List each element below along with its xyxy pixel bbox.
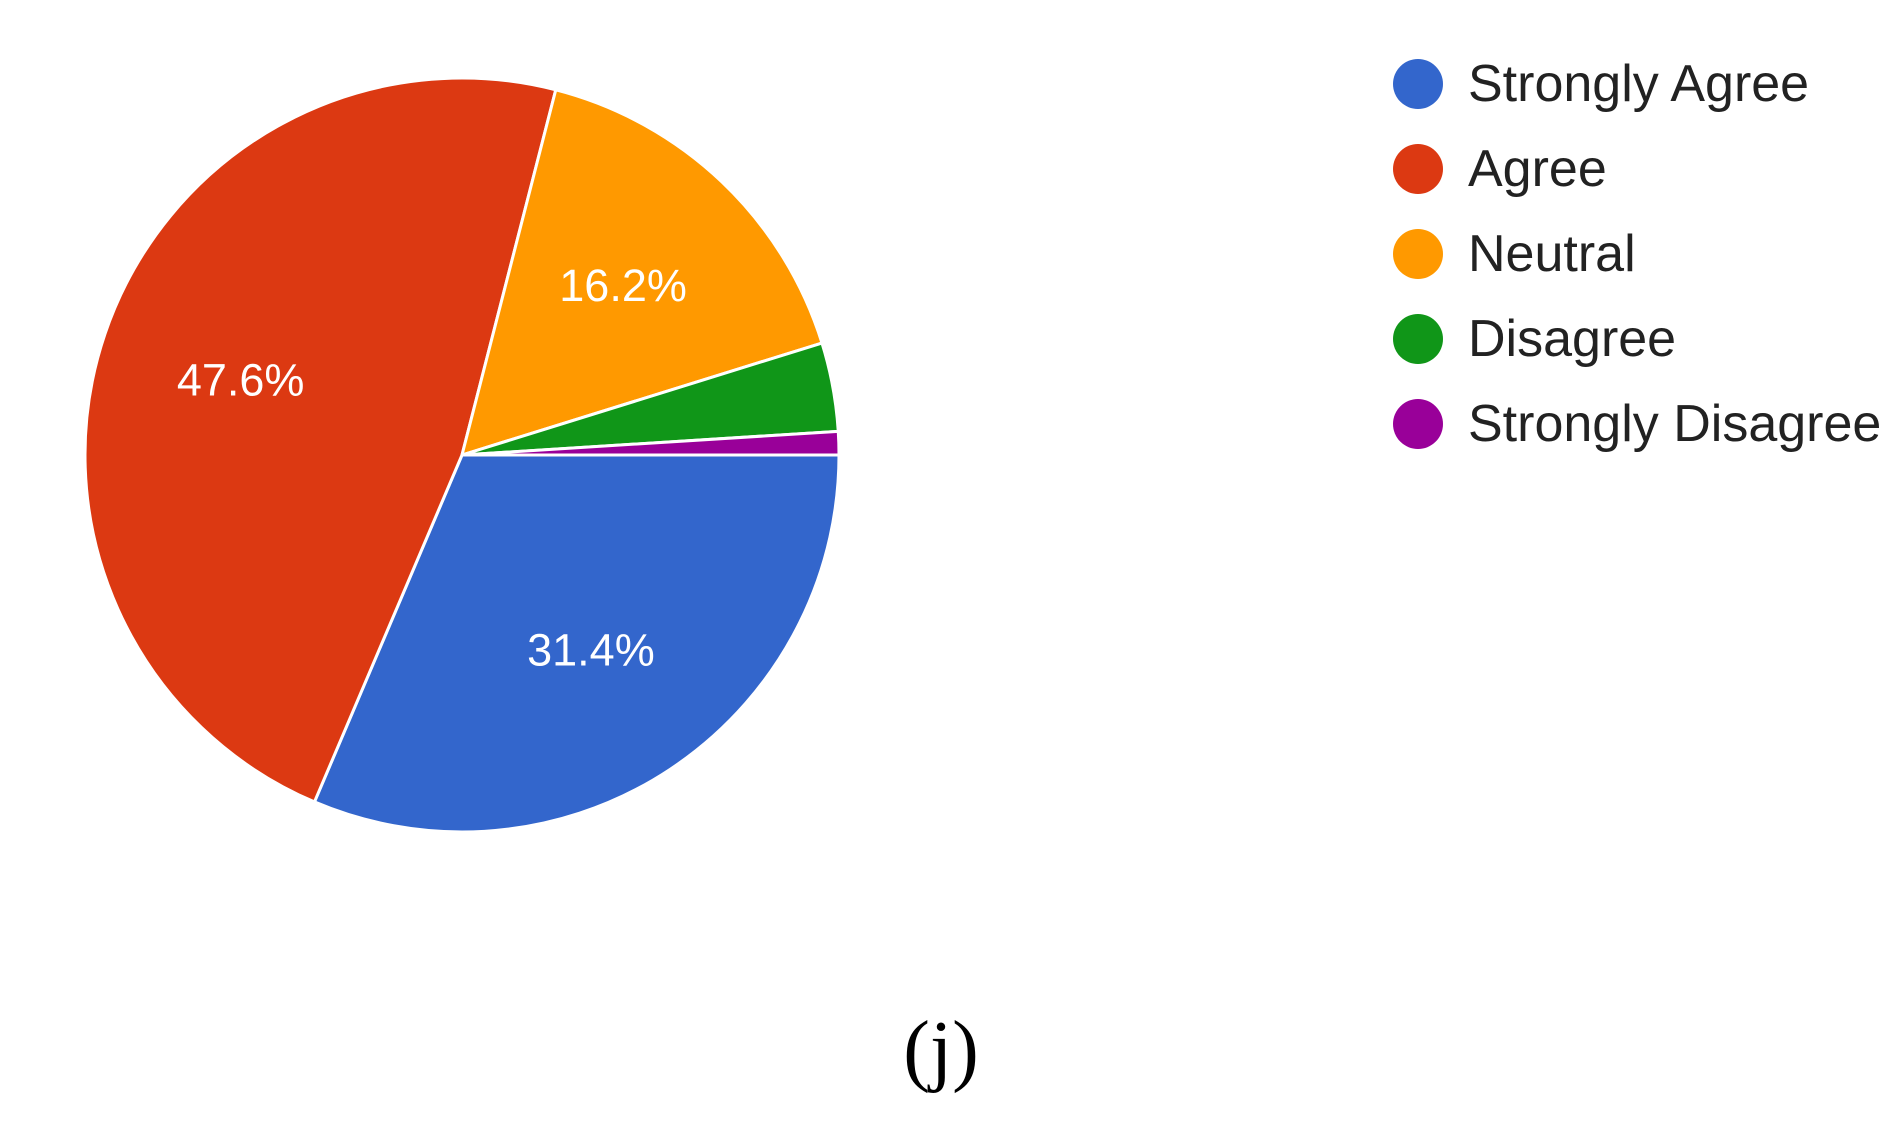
legend-swatch [1393, 144, 1443, 194]
legend-label: Strongly Agree [1468, 55, 1809, 113]
legend-label: Neutral [1468, 225, 1636, 283]
legend-swatch [1393, 59, 1443, 109]
figure-caption: (j) [903, 1006, 979, 1094]
legend-item: Disagree [1393, 310, 1676, 368]
legend-item: Strongly Agree [1393, 55, 1809, 113]
legend-label: Agree [1468, 140, 1607, 198]
legend-swatch [1393, 399, 1443, 449]
legend-label: Disagree [1468, 310, 1676, 368]
pie-slice-agree [83, 76, 558, 804]
legend-item: Strongly Disagree [1393, 395, 1881, 453]
legend-item: Neutral [1393, 225, 1636, 283]
legend-swatch [1393, 229, 1443, 279]
pie-slice-strongly-disagree [460, 429, 841, 457]
pie-slice-strongly-agree [312, 453, 841, 834]
legend-item: Agree [1393, 140, 1607, 198]
legend: Strongly Agree Agree Neutral Disagree Strong… [1393, 55, 1881, 453]
slice-value-label: 16.2% [559, 260, 687, 311]
slice-value-label: 31.4% [527, 624, 655, 675]
pie-slice-neutral [460, 88, 824, 457]
legend-swatch [1393, 314, 1443, 364]
pie-slices [83, 76, 841, 834]
pie-slice-labels: 31.4% 47.6% 16.2% [177, 260, 687, 675]
legend-label: Strongly Disagree [1468, 395, 1881, 453]
slice-value-label: 47.6% [177, 354, 305, 405]
